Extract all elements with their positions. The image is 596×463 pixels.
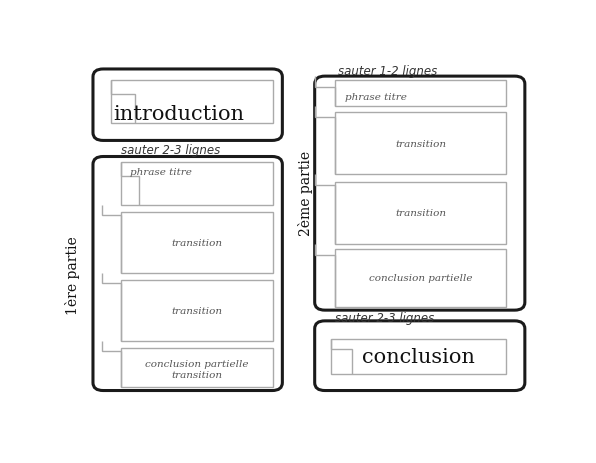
Text: transition: transition (395, 139, 446, 149)
Text: phrase titre: phrase titre (344, 93, 406, 102)
Text: sauter 2-3 lignes: sauter 2-3 lignes (336, 311, 434, 324)
FancyBboxPatch shape (93, 157, 283, 391)
Bar (336, 113, 507, 175)
Text: sauter 1-2 lignes: sauter 1-2 lignes (338, 65, 437, 78)
Bar (336, 182, 507, 244)
Text: conclusion: conclusion (362, 347, 475, 366)
Text: transition: transition (395, 209, 446, 218)
FancyBboxPatch shape (315, 321, 525, 391)
FancyBboxPatch shape (93, 70, 283, 141)
Bar (111, 81, 273, 123)
Bar (336, 81, 507, 107)
Text: transition: transition (172, 238, 222, 247)
Text: transition: transition (172, 306, 222, 315)
Bar (120, 213, 273, 273)
Text: transition: transition (172, 370, 222, 379)
Text: 2ème partie: 2ème partie (298, 150, 313, 235)
Text: phrase titre: phrase titre (130, 168, 192, 177)
Text: sauter 2-3 lignes: sauter 2-3 lignes (120, 144, 220, 156)
Bar (331, 339, 507, 375)
Text: conclusion partielle: conclusion partielle (145, 359, 249, 369)
FancyBboxPatch shape (315, 77, 525, 311)
Text: 1ère partie: 1ère partie (65, 236, 80, 314)
Text: introduction: introduction (113, 105, 244, 124)
Bar (120, 280, 273, 341)
Bar (120, 348, 273, 387)
Bar (120, 163, 273, 205)
Bar (336, 250, 507, 307)
Text: conclusion partielle: conclusion partielle (369, 274, 473, 283)
